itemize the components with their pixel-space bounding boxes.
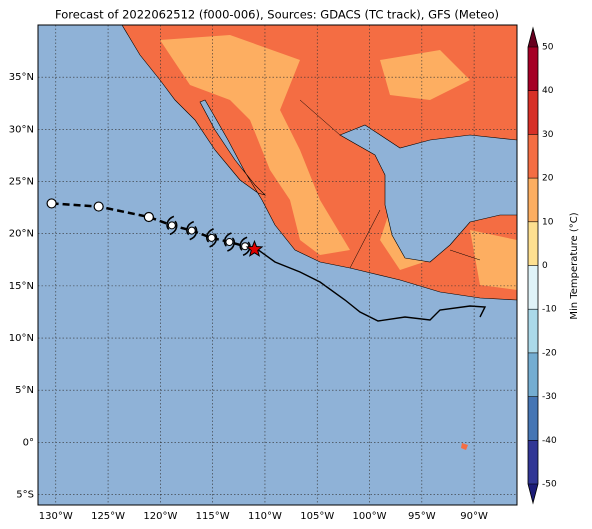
track-envelope bbox=[256, 248, 487, 322]
forecast-dot bbox=[207, 233, 216, 242]
x-tick-label: 125°W bbox=[91, 511, 125, 522]
x-tick-label: 110°W bbox=[248, 511, 282, 522]
y-tick-label: 35°N bbox=[9, 72, 34, 83]
forecast-dot bbox=[187, 226, 196, 235]
colorbar-tick-label: 10 bbox=[542, 217, 554, 227]
x-tick-label: 95°W bbox=[408, 511, 436, 522]
colorbar-tick-label: -30 bbox=[542, 392, 557, 402]
colorbar-band bbox=[528, 134, 538, 179]
y-tick-label: 0° bbox=[23, 437, 34, 448]
forecast-position bbox=[166, 215, 178, 236]
y-tick-label: 20°N bbox=[9, 229, 34, 240]
grid bbox=[38, 25, 517, 505]
colorbar-tick-label: -40 bbox=[542, 436, 557, 446]
forecast-dot bbox=[241, 242, 250, 251]
map-area bbox=[38, 25, 517, 505]
galapagos bbox=[461, 443, 468, 450]
map-title: Forecast of 2022062512 (f000-006), Sourc… bbox=[55, 8, 499, 22]
colorbar-over bbox=[528, 28, 538, 47]
y-tick-label: 30°N bbox=[9, 124, 34, 135]
x-tick-label: 130°W bbox=[39, 511, 73, 522]
colorbar-tick-label: -20 bbox=[542, 348, 557, 358]
x-tick-label: 100°W bbox=[353, 511, 387, 522]
colorbar-band bbox=[528, 178, 538, 222]
colorbar-tick-label: 30 bbox=[542, 130, 554, 140]
hurricane-symbol bbox=[223, 232, 236, 252]
y-tick-label: 10°N bbox=[9, 333, 34, 344]
colorbar-tick-label: -50 bbox=[542, 480, 557, 490]
colorbar-band bbox=[528, 352, 538, 397]
track bbox=[46, 198, 264, 257]
colorbar-tick-label: 40 bbox=[542, 86, 554, 96]
colorbar-tick-label: 50 bbox=[542, 43, 554, 53]
hurricane-symbol bbox=[205, 228, 218, 248]
y-tick-label: 5°N bbox=[15, 385, 34, 396]
gulf-of-mexico bbox=[339, 124, 517, 263]
hurricane-symbol bbox=[166, 215, 178, 236]
current-position bbox=[245, 239, 264, 257]
past-position bbox=[46, 198, 57, 209]
x-tick-label: 90°W bbox=[460, 511, 488, 522]
past-position bbox=[143, 211, 154, 223]
colorbar-tick-label: 0 bbox=[542, 261, 548, 271]
y-tick-label: 5°S bbox=[16, 490, 34, 501]
forecast-position bbox=[186, 220, 198, 241]
colorbar-band bbox=[528, 221, 538, 266]
x-tick-label: 115°W bbox=[196, 511, 230, 522]
forecast-dot bbox=[167, 221, 176, 230]
colorbar-tick-label: -10 bbox=[542, 305, 557, 315]
y-tick-label: 15°N bbox=[9, 281, 34, 292]
colorbar-band bbox=[528, 440, 538, 484]
x-tick-label: 120°W bbox=[143, 511, 177, 522]
y-tick-label: 25°N bbox=[9, 177, 34, 188]
x-tick-label: 105°W bbox=[300, 511, 334, 522]
colorbar-band bbox=[528, 309, 538, 353]
colorbar: 50 40 30 20 10 0 -10 -20 -30 -40 -50 bbox=[527, 26, 557, 505]
colorbar-band bbox=[528, 47, 538, 91]
colorbar-band bbox=[528, 396, 538, 441]
colorbar-label: Min Temperature (°C) bbox=[569, 212, 580, 319]
forecast-dot bbox=[225, 238, 234, 247]
colorbar-tick-label: 20 bbox=[542, 174, 554, 184]
forecast-position bbox=[205, 228, 218, 248]
hurricane-symbol bbox=[186, 220, 198, 241]
past-position bbox=[93, 201, 104, 212]
colorbar-band bbox=[528, 265, 538, 310]
map-frame bbox=[37, 24, 518, 506]
ticks: 130°W 125°W 120°W 115°W 110°W 105°W 100°W 95°W 9… bbox=[9, 72, 488, 522]
colorbar-band bbox=[528, 90, 538, 135]
forecast-position bbox=[223, 232, 236, 252]
colorbar-under bbox=[528, 484, 538, 503]
